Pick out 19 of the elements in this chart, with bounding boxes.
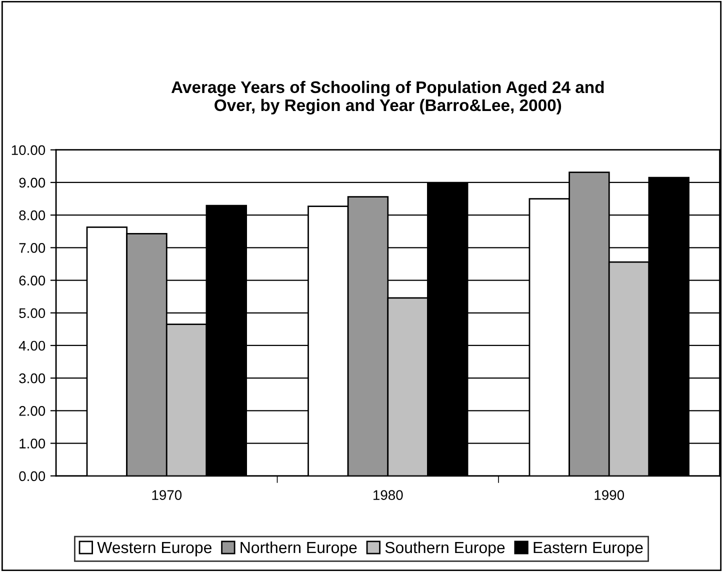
x-tick-label: 1980: [374, 490, 403, 500]
legend-label: Northern Europe: [240, 541, 357, 556]
legend-label: Southern Europe: [385, 541, 505, 556]
legend-label: Western Europe: [97, 542, 212, 556]
y-tick-label: 6.00: [19, 276, 46, 286]
chart-title: Average Years of Schooling of Population Aged 24 and Over, by Region and Year (Barro&Lee, 2000): [171, 80, 604, 115]
y-tick-label: 3.00: [19, 373, 46, 384]
y-tick-label: 5.00: [19, 308, 46, 318]
y-tick-label: 7.00: [19, 243, 46, 253]
y-tick-label: 4.00: [18, 340, 46, 351]
y-tick-label: 0.00: [19, 471, 46, 482]
y-tick-label: 9.00: [19, 178, 46, 188]
y-tick-label: 8.00: [19, 210, 46, 220]
x-tick-label: 1970: [152, 490, 182, 500]
legend-label: Eastern Europe: [534, 542, 643, 556]
y-tick-label: 10.00: [12, 145, 46, 156]
y-tick-label: 1.00: [20, 438, 46, 448]
x-tick-label: 1990: [594, 490, 624, 500]
y-tick-label: 2.00: [19, 406, 46, 416]
